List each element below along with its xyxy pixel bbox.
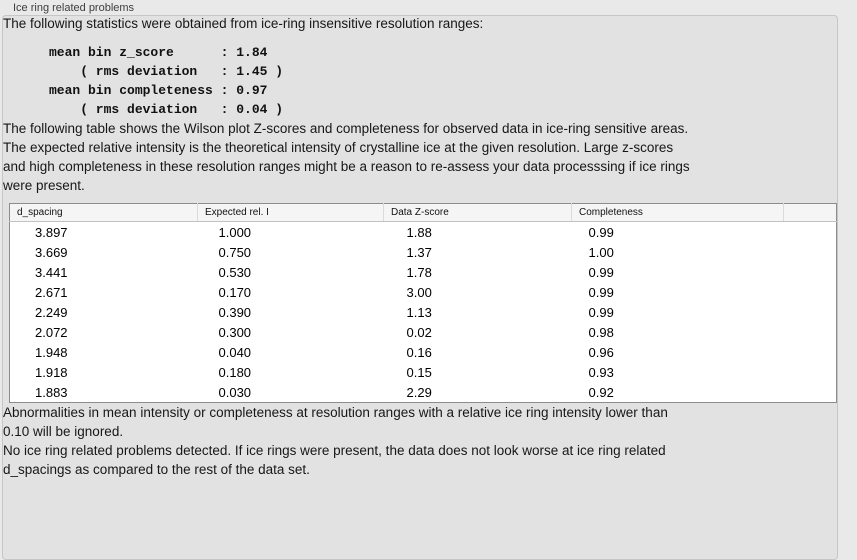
cell-filler: [784, 322, 837, 342]
cell-completeness: 0.96: [588, 344, 614, 360]
cell-d-spacing: 2.249: [35, 304, 68, 320]
cell-filler: [784, 222, 837, 243]
cell-data-z-score: 3.00: [406, 284, 432, 300]
cell-d-spacing: 1.883: [35, 384, 68, 400]
cell-filler: [784, 262, 837, 282]
cell-data-z-score: 1.78: [406, 264, 432, 280]
table-row[interactable]: 3.669 0.750 1.37 1.00: [10, 242, 837, 262]
cell-expected-rel-i: 0.530: [218, 264, 252, 280]
table-row[interactable]: 1.948 0.040 0.16 0.96: [10, 342, 837, 362]
cell-filler: [784, 362, 837, 382]
stats-block: mean bin z_score : 1.84 ( rms deviation …: [49, 45, 284, 117]
cell-filler: [784, 242, 837, 262]
column-header-completeness[interactable]: Completeness: [571, 203, 784, 222]
column-header-d-spacing[interactable]: d_spacing: [9, 203, 198, 222]
table-description-text: The following table shows the Wilson plo…: [3, 121, 690, 193]
cell-expected-rel-i: 0.300: [218, 324, 252, 340]
cell-filler: [784, 382, 837, 403]
cell-completeness: 0.99: [588, 224, 614, 240]
cell-expected-rel-i: 0.030: [218, 384, 252, 400]
cell-d-spacing: 1.948: [35, 344, 68, 360]
table-header-row: d_spacing Expected rel. I Data Z-score C…: [9, 203, 837, 222]
ice-ring-table[interactable]: d_spacing Expected rel. I Data Z-score C…: [9, 203, 837, 403]
table-row[interactable]: 3.441 0.530 1.78 0.99: [10, 262, 837, 282]
cell-filler: [784, 302, 837, 322]
cell-completeness: 0.99: [588, 304, 614, 320]
cell-data-z-score: 1.88: [406, 224, 432, 240]
panel-title: Ice ring related problems: [13, 2, 135, 14]
cell-d-spacing: 2.671: [35, 284, 68, 300]
table-body: 3.897 1.000 1.88 0.99 3.669 0.750 1.37 1…: [10, 222, 837, 403]
cell-d-spacing: 3.669: [35, 244, 68, 260]
cell-expected-rel-i: 0.750: [218, 244, 252, 260]
cell-data-z-score: 0.02: [406, 324, 432, 340]
cell-d-spacing: 3.897: [35, 224, 68, 240]
table-row[interactable]: 1.883 0.030 2.29 0.92: [10, 382, 837, 403]
ignore-note-text: Abnormalities in mean intensity or compl…: [3, 405, 668, 439]
cell-d-spacing: 1.918: [35, 364, 68, 380]
cell-d-spacing: 3.441: [35, 264, 68, 280]
cell-d-spacing: 2.072: [35, 324, 68, 340]
cell-data-z-score: 0.16: [406, 344, 432, 360]
cell-data-z-score: 0.15: [406, 364, 432, 380]
table-row[interactable]: 2.671 0.170 3.00 0.99: [10, 282, 837, 302]
cell-completeness: 0.99: [588, 284, 614, 300]
cell-data-z-score: 1.37: [406, 244, 432, 260]
cell-data-z-score: 2.29: [406, 384, 432, 400]
cell-expected-rel-i: 0.180: [218, 364, 252, 380]
cell-filler: [784, 282, 837, 302]
column-header-filler: [783, 203, 837, 222]
table-row[interactable]: 2.249 0.390 1.13 0.99: [10, 302, 837, 322]
cell-completeness: 0.99: [588, 264, 614, 280]
table-row[interactable]: 2.072 0.300 0.02 0.98: [10, 322, 837, 342]
stats-intro-text: The following statistics were obtained f…: [3, 16, 484, 31]
column-header-expected-rel-i[interactable]: Expected rel. I: [197, 203, 384, 222]
cell-data-z-score: 1.13: [406, 304, 432, 320]
cell-filler: [784, 342, 837, 362]
table-row[interactable]: 1.918 0.180 0.15 0.93: [10, 362, 837, 382]
cell-completeness: 0.98: [588, 324, 614, 340]
cell-expected-rel-i: 0.170: [218, 284, 252, 300]
cell-completeness: 1.00: [588, 244, 614, 260]
cell-expected-rel-i: 0.040: [218, 344, 252, 360]
ice-ring-panel: The following statistics were obtained f…: [2, 15, 838, 560]
cell-completeness: 0.92: [588, 384, 614, 400]
cell-completeness: 0.93: [588, 364, 614, 380]
cell-expected-rel-i: 0.390: [218, 304, 252, 320]
cell-expected-rel-i: 1.000: [218, 224, 252, 240]
table-row[interactable]: 3.897 1.000 1.88 0.99: [10, 222, 837, 243]
column-header-data-z-score[interactable]: Data Z-score: [383, 203, 572, 222]
conclusion-text: No ice ring related problems detected. I…: [3, 443, 666, 477]
